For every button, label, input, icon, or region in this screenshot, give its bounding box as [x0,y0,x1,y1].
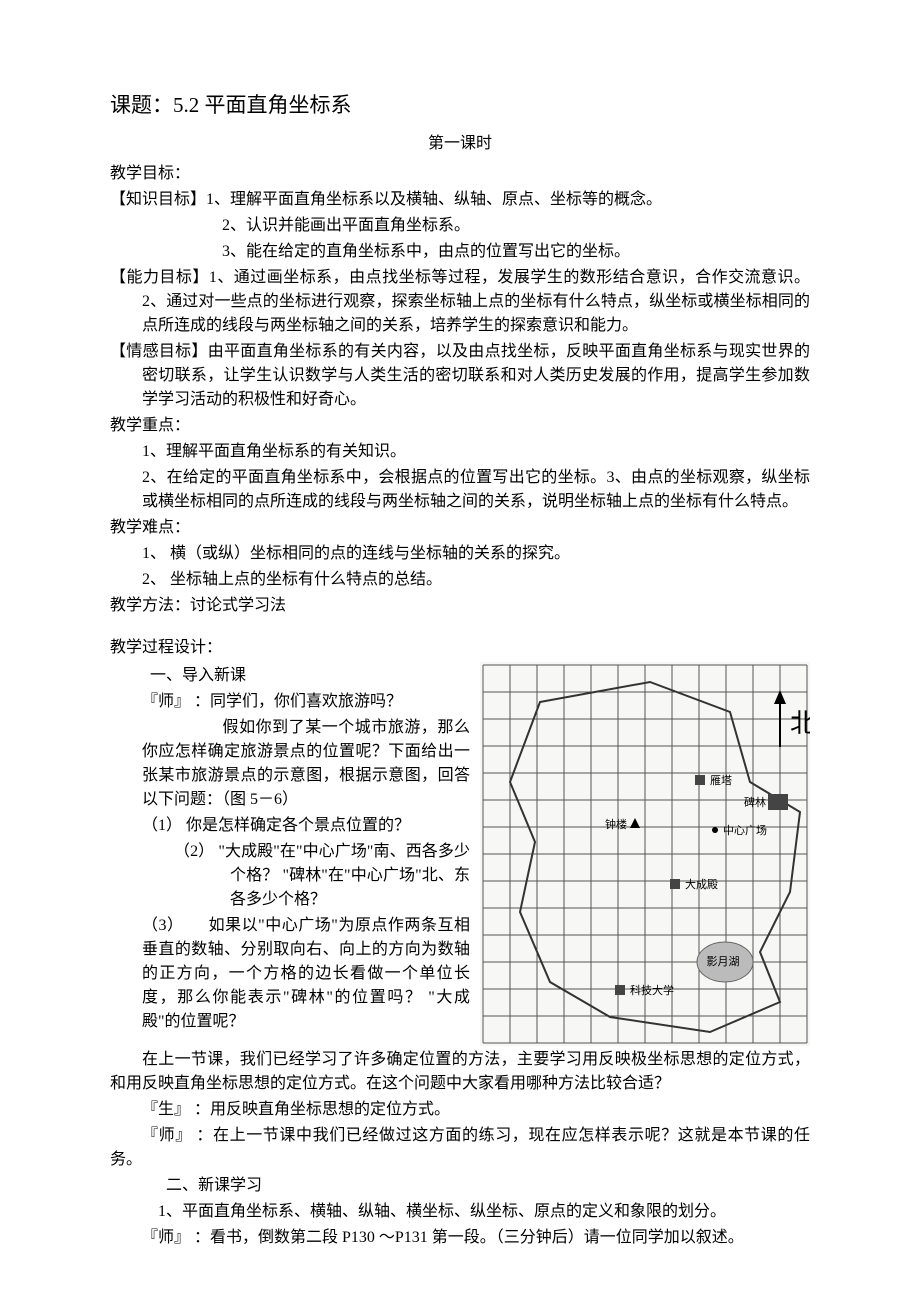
knowledge-goal-3: 3、能在给定的直角坐标系中，由点的位置写出它的坐标。 [110,240,810,264]
teaching-goal-label: 教学目标： [110,162,810,186]
ability-goal: 【能力目标】1、通过画坐标系，由点找坐标等过程，发展学生的数形结合意识，合作交流… [110,266,810,338]
paragraph-after-1: 在上一节课，我们已经学习了许多确定位置的方法，主要学习用反映极坐标思想的定位方式… [110,1048,810,1096]
svg-text:科技大学: 科技大学 [630,983,674,997]
teacher-line-1b: 假如你到了某一个城市旅游，那么你应怎样确定旅游景点的位置呢？下面给出一张某市旅游… [110,716,470,812]
knowledge-goal-1: 【知识目标】1、理解平面直角坐标系以及横轴、纵轴、原点、坐标等的概念。 [110,188,810,212]
teacher-line-2: 『师』 ：在上一节课中我们已经做过这方面的练习，现在应怎样表示呢？这就是本节课的… [110,1124,810,1172]
question-3: （3） 如果以"中心广场"为原点作两条互相垂直的数轴、分别取向右、向上的方向为数… [110,914,470,1034]
teacher-line-3: 『师』 ：看书，倒数第二段 P130 ～P131 第一段。（三分钟后）请一位同学… [110,1226,810,1250]
section-part2: 二、新课学习 [110,1174,810,1198]
question-1: （1） 你是怎样确定各个景点位置的？ [110,814,470,838]
svg-text:雁塔: 雁塔 [710,774,732,787]
difficulty-2: 2、 坐标轴上点的坐标有什么特点的总结。 [110,568,810,592]
teaching-difficulty-label: 教学难点： [110,516,810,540]
svg-text:中心广场: 中心广场 [723,823,767,837]
focus-2: 2、在给定的平面直角坐标系中，会根据点的位置写出它的坐标。3、由点的坐标观察，纵… [110,466,810,514]
part2-item-1: 1、平面直角坐标系、横轴、纵轴、横坐标、纵坐标、原点的定义和象限的划分。 [110,1200,810,1224]
map-diagram: 北雁塔碑林钟楼 中心广场大成殿影月湖科技大学 [480,662,810,1046]
process-label: 教学过程设计： [110,636,810,660]
svg-text:北: 北 [790,709,810,738]
teaching-focus-label: 教学重点： [110,414,810,438]
focus-1: 1、理解平面直角坐标系的有关知识。 [110,440,810,464]
emotion-goal: 【情感目标】由平面直角坐标系的有关内容，以及由点找坐标，反映平面直角坐标系与现实… [110,340,810,412]
teaching-method: 教学方法：讨论式学习法 [110,594,810,618]
svg-text:碑林: 碑林 [744,795,766,809]
teacher-line-1: 『师』 ：同学们，你们喜欢旅游吗？ [110,690,470,714]
lesson-subtitle: 第一课时 [110,132,810,156]
svg-text:钟楼: 钟楼 [605,817,627,831]
knowledge-goal-2: 2、认识并能画出平面直角坐标系。 [110,214,810,238]
question-2: （2） "大成殿"在"中心广场"南、西各多少个格？ "碑林"在"中心广场"北、东… [142,840,470,912]
svg-text:影月湖: 影月湖 [707,955,740,968]
teacher-line-1b-text: 假如你到了某一个城市旅游，那么你应怎样确定旅游景点的位置呢？下面给出一张某市旅游… [142,719,470,808]
section-intro: 一、导入新课 [110,664,470,688]
student-line-1: 『生』 ：用反映直角坐标思想的定位方式。 [110,1098,810,1122]
difficulty-1: 1、 横（或纵）坐标相同的点的连线与坐标轴的关系的探究。 [110,542,810,566]
lesson-title: 课题：5.2 平面直角坐标系 [110,90,810,122]
svg-text:大成殿: 大成殿 [685,877,718,891]
